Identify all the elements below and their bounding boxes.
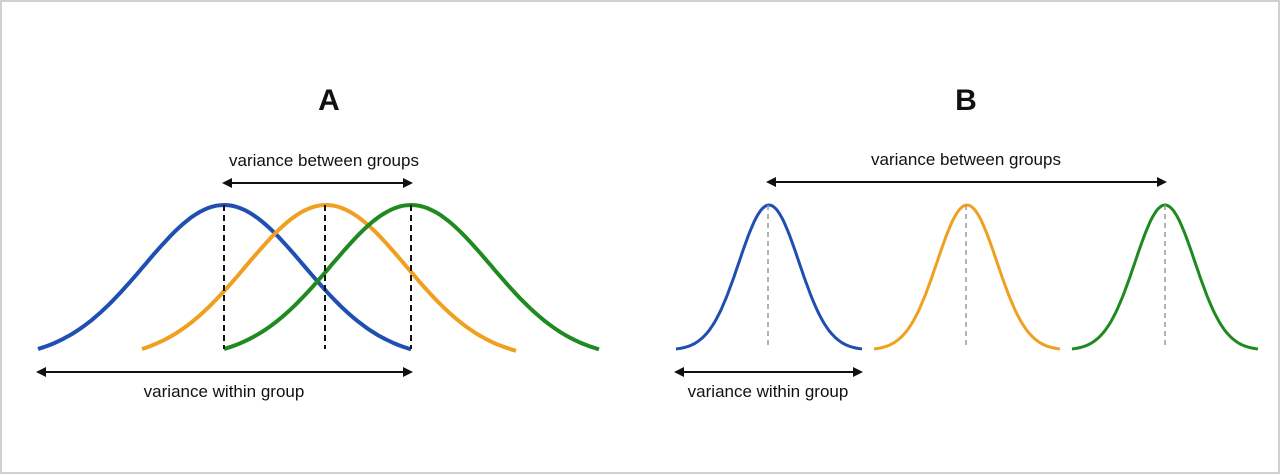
panel-b-blue-curve xyxy=(675,203,863,351)
panel-a-between-label: variance between groups xyxy=(229,151,419,170)
panel-b-orange-curve xyxy=(873,203,1061,351)
panel-a-within-label: variance within group xyxy=(144,382,305,401)
panel-a-orange-curve xyxy=(141,202,517,353)
panel-a: A variance between groups variance withi… xyxy=(36,84,600,401)
panel-b-title: B xyxy=(955,84,977,117)
panel-a-title: A xyxy=(318,84,340,117)
panel-b: B variance between groups variance withi… xyxy=(674,84,1259,401)
panel-b-within-label: variance within group xyxy=(688,382,849,401)
panel-b-between-label: variance between groups xyxy=(871,150,1061,169)
